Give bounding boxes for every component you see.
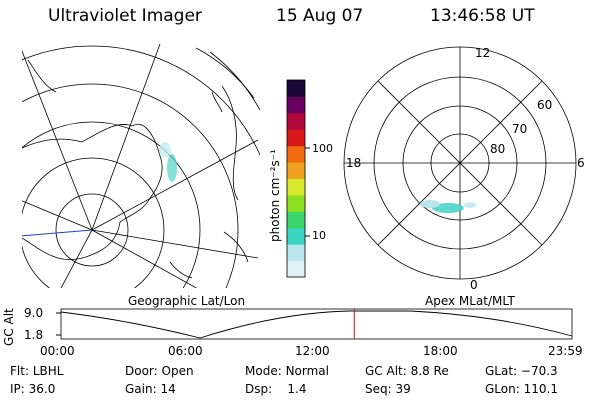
colorbar	[287, 80, 305, 278]
left-map-caption: Geographic Lat/Lon	[128, 294, 246, 308]
colorbar-segment	[287, 260, 305, 278]
timeline-x-tick: 06:00	[168, 344, 203, 358]
lat-arc	[209, 51, 261, 111]
coastline	[223, 231, 249, 263]
meridian	[91, 139, 259, 231]
aurora-patch	[464, 202, 476, 208]
meridian	[91, 229, 259, 259]
mlat-label: 60	[537, 98, 553, 112]
colorbar-segment	[287, 145, 305, 163]
colorbar-segment	[287, 80, 305, 97]
coastline	[221, 85, 239, 201]
timeline-y-tick: 9.0	[24, 306, 44, 320]
info-seq: Seq: 39	[365, 382, 411, 396]
colorbar-segment	[287, 129, 305, 147]
mlat-label: 70	[512, 122, 528, 136]
polar-axis	[377, 80, 543, 246]
aurora-patch	[159, 142, 171, 158]
lat-circle	[55, 193, 129, 267]
lat-circle	[22, 45, 260, 156]
colorbar-segment	[287, 211, 305, 229]
instrument-title: Ultraviolet Imager	[48, 6, 202, 26]
colorbar-tick-label: 100	[312, 142, 333, 155]
mlt-label-top: 12	[475, 46, 491, 60]
colorbar-segment	[287, 194, 305, 212]
lat-circle	[22, 157, 165, 288]
lat-circle	[22, 83, 239, 288]
polar-plot	[343, 46, 577, 280]
info-glon: GLon: 110.1	[485, 382, 558, 396]
meridian	[60, 229, 93, 288]
coastline	[27, 59, 57, 93]
colorbar-segment	[287, 227, 305, 245]
colorbar-segment	[287, 178, 305, 196]
geographic-map	[22, 43, 260, 288]
colorbar-segment	[287, 244, 305, 262]
meridian	[91, 229, 198, 288]
mlt-label-left: 18	[346, 156, 362, 170]
info-glat: GLat: −70.3	[485, 364, 558, 378]
info-gc-alt: GC Alt: 8.8 Re	[365, 364, 449, 378]
timeline-x-tick: 12:00	[295, 344, 330, 358]
sun-meridian	[22, 229, 93, 237]
timeline-x-tick: 00:00	[40, 344, 75, 358]
colorbar-tick-label: 10	[312, 229, 326, 242]
timeline-x-tick: 23:59	[548, 344, 583, 358]
info-flt: Flt: LBHL	[10, 364, 64, 378]
timeline-axis-label: GC Alt	[2, 308, 16, 346]
colorbar-segment	[287, 162, 305, 179]
info-mode: Mode: Normal	[245, 364, 329, 378]
right-map-caption: Apex MLat/MLT	[425, 294, 515, 308]
colorbar-segment	[287, 96, 305, 114]
meridian	[22, 200, 93, 231]
timeline-y-tick: 1.8	[24, 328, 44, 342]
aurora-patch	[432, 203, 464, 213]
mlt-label-right: 6	[577, 156, 585, 170]
info-dsp: Dsp: 1.4	[245, 382, 307, 396]
info-gain: Gain: 14	[125, 382, 176, 396]
coastline	[169, 261, 193, 279]
mlt-label-bottom: 0	[470, 278, 478, 292]
meridian	[22, 50, 93, 231]
time-label: 13:46:58 UT	[430, 6, 535, 26]
timeline-x-tick: 18:00	[423, 344, 458, 358]
altitude-curve	[60, 310, 573, 339]
timeline-frame	[60, 308, 573, 340]
mlat-label: 80	[490, 142, 506, 156]
info-ip: IP: 36.0	[10, 382, 56, 396]
aurora-patch	[420, 200, 440, 208]
colorbar-unit-label: photon cm⁻²s⁻¹	[268, 149, 282, 242]
meridian	[91, 43, 161, 231]
altitude-timeline	[56, 308, 573, 340]
colorbar-segment	[287, 112, 305, 130]
coastline	[211, 91, 223, 113]
colorbar-frame	[286, 79, 306, 278]
coastline	[22, 123, 163, 260]
lat-arc	[195, 47, 255, 99]
info-door: Door: Open	[125, 364, 194, 378]
lat-circle	[22, 121, 201, 288]
aurora-patch	[167, 154, 177, 182]
date-label: 15 Aug 07	[276, 6, 364, 26]
